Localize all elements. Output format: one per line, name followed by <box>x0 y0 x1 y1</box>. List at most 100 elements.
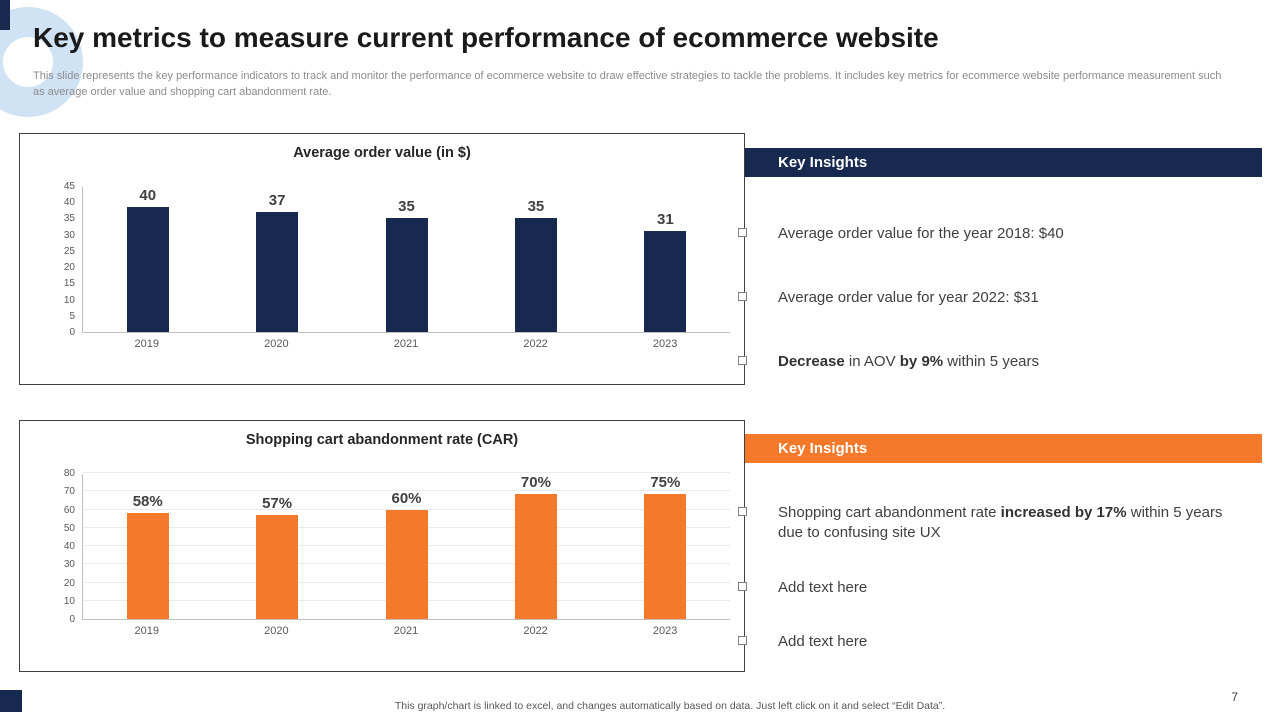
y-tick-label: 10 <box>63 595 75 607</box>
y-tick-label: 25 <box>63 245 75 257</box>
x-tick-label: 2023 <box>652 625 678 637</box>
insight-item: Add text here <box>738 578 1245 598</box>
decor-top-bar <box>0 0 10 30</box>
gridline <box>83 472 730 473</box>
page-subtitle: This slide represents the key performanc… <box>33 70 1222 98</box>
y-tick-label: 15 <box>63 278 75 290</box>
footer-note: This graph/chart is linked to excel, and… <box>394 700 946 712</box>
bar-value-label: 57% <box>262 494 293 512</box>
y-tick-label: 70 <box>63 486 75 498</box>
y-tick-label: 40 <box>63 197 75 209</box>
bar <box>256 514 299 619</box>
bar-group-2021: 60% <box>342 474 471 619</box>
insights-panel-aov: Key Insights Average order value for the… <box>738 148 1262 370</box>
bar-group-2020: 37 <box>212 187 341 332</box>
y-tick-label: 20 <box>63 577 75 589</box>
y-axis: 0 10 20 30 40 50 60 70 80 <box>48 468 82 625</box>
insight-item: Average order value for year 2022: $31 <box>738 288 1245 308</box>
chart-title: Shopping cart abandonment rate (CAR) <box>245 432 519 448</box>
bar-value-label: 37 <box>268 191 286 209</box>
bar-group-2019: 40 <box>83 187 212 332</box>
insight-text: Average order value for year 2022: $31 <box>778 289 1039 306</box>
bullet-square-icon <box>738 356 747 365</box>
x-tick-label: 2019 <box>134 625 160 637</box>
bar <box>514 218 557 332</box>
bar <box>514 494 557 619</box>
y-tick-label: 10 <box>63 294 75 306</box>
bar-value-label: 75% <box>650 474 681 491</box>
insights-panel-car: Key Insights Shopping cart abandonment r… <box>738 434 1262 650</box>
x-tick-label: 2019 <box>134 338 160 350</box>
insight-item: Average order value for the year 2018: $… <box>738 224 1245 244</box>
y-tick-label: 45 <box>63 181 75 192</box>
chart-plot-region: 0 10 20 30 40 50 60 70 80 58% 57% 60% 70% 75% 2019 20… <box>48 468 730 637</box>
y-tick-label: 35 <box>63 213 75 225</box>
y-tick-label: 40 <box>63 541 75 552</box>
insight-item: Decrease in AOV by 9% within 5 years <box>738 352 1245 372</box>
y-tick-label: 20 <box>63 262 75 274</box>
y-tick-label: 80 <box>63 468 75 479</box>
bar-group-2021: 35 <box>342 187 471 332</box>
chart-plot-region: 0 5 10 15 20 25 30 35 40 45 40 37 35 35 31 2019 2020 20… <box>48 181 730 350</box>
insight-text: Shopping cart abandonment rate increased… <box>778 504 1223 541</box>
bar-group-2022: 70% <box>471 474 600 619</box>
bar <box>385 509 428 619</box>
plot-area: 40 37 35 35 31 <box>82 187 730 333</box>
gridline <box>83 508 730 510</box>
bar-group-2023: 75% <box>601 474 730 619</box>
bar-value-label: 58% <box>132 493 163 511</box>
bar <box>644 231 687 332</box>
key-insights-header: Key Insights <box>745 148 1262 177</box>
y-tick-label: 30 <box>63 229 75 241</box>
insight-text: Add text here <box>778 633 868 650</box>
insight-text: Decrease in AOV by 9% within 5 years <box>778 353 1039 370</box>
y-tick-label: 0 <box>69 614 75 625</box>
plot-wrap: 40 37 35 35 31 2019 2020 2021 2022 2023 <box>82 187 730 350</box>
x-tick-label: 2021 <box>393 625 419 637</box>
key-insights-header-label: Key Insights <box>778 154 868 171</box>
y-tick-label: 60 <box>63 504 75 516</box>
aov-bar-chart: Average order value (in $) 0 5 10 15 20 25 30 3… <box>19 133 745 385</box>
bar-value-label: 35 <box>398 198 415 216</box>
car-bar-chart: Shopping cart abandonment rate (CAR) 0 10… <box>19 420 745 672</box>
bullet-square-icon <box>738 292 747 301</box>
bullet-square-icon <box>738 582 747 591</box>
x-axis: 2019 2020 2021 2022 2023 <box>82 338 730 350</box>
bullet-square-icon <box>738 636 747 645</box>
insight-text: Average order value for the year 2018: $… <box>778 225 1064 242</box>
bar <box>644 494 687 619</box>
chart-title: Average order value (in $) <box>293 145 471 161</box>
insight-item: Shopping cart abandonment rate increased… <box>738 503 1245 543</box>
bar-group-2019: 58% <box>83 474 212 619</box>
bar <box>126 513 169 619</box>
x-axis: 2019 2020 2021 2022 2023 <box>82 625 730 637</box>
bullet-square-icon <box>738 228 747 237</box>
plot-area: 58% 57% 60% 70% 75% <box>82 472 730 620</box>
bar-value-label: 40 <box>139 187 157 204</box>
x-tick-label: 2021 <box>393 338 419 350</box>
y-tick-label: 30 <box>63 559 75 571</box>
bar-value-label: 60% <box>391 489 422 507</box>
key-insights-header-label: Key Insights <box>778 440 868 457</box>
y-tick-label: 50 <box>63 522 75 534</box>
insight-text: Add text here <box>778 579 868 596</box>
bar <box>385 218 428 332</box>
y-axis: 0 5 10 15 20 25 30 35 40 45 <box>48 181 82 338</box>
bar-group-2023: 31 <box>601 187 730 332</box>
bar <box>256 211 299 332</box>
page-number: 7 <box>1231 690 1238 704</box>
bar <box>126 207 169 332</box>
plot-wrap: 58% 57% 60% 70% 75% 2019 2020 2021 2022 2023 <box>82 472 730 637</box>
key-insights-header: Key Insights <box>745 434 1262 463</box>
bullet-square-icon <box>738 507 747 516</box>
x-tick-label: 2020 <box>264 625 289 637</box>
bar-value-label: 35 <box>527 198 545 216</box>
x-tick-label: 2023 <box>652 338 678 350</box>
bar-group-2022: 35 <box>471 187 600 332</box>
page-title: Key metrics to measure current performan… <box>33 22 939 53</box>
x-tick-label: 2022 <box>523 625 548 637</box>
bar-value-label: 31 <box>656 211 674 229</box>
y-tick-label: 5 <box>69 310 75 322</box>
bar-value-label: 70% <box>520 474 551 491</box>
